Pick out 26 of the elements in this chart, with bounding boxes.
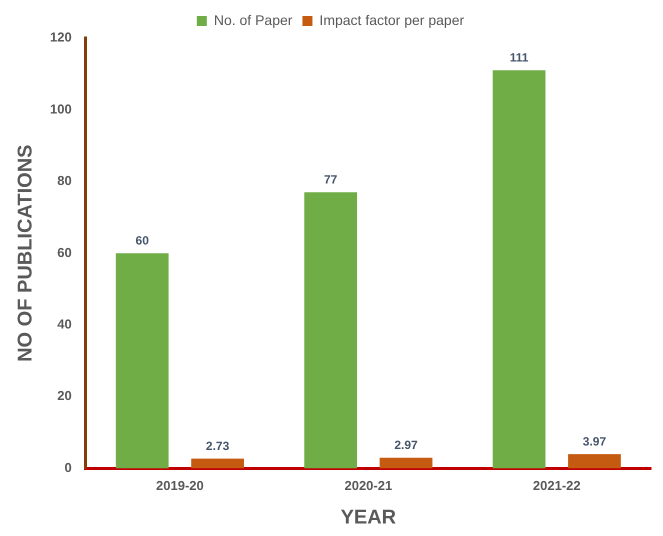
x-tick-label: 2019-20 — [156, 478, 204, 493]
bar — [191, 458, 244, 468]
x-tick-label: 2021-22 — [532, 478, 581, 493]
data-label: 111 — [510, 50, 529, 65]
legend-label: No. of Paper — [214, 12, 293, 28]
y-tick-label: 100 — [50, 101, 72, 116]
data-label: 3.97 — [582, 434, 606, 448]
y-axis-title: NO OF PUBLICATIONS — [14, 144, 37, 362]
bar — [380, 458, 432, 468]
y-tick-label: 120 — [50, 30, 72, 45]
data-label: 77 — [324, 172, 338, 187]
x-tick-label: 2020-21 — [344, 478, 392, 493]
x-axis-title: YEAR — [340, 506, 397, 529]
bar — [116, 253, 169, 468]
legend-label: Impact factor per paper — [319, 12, 465, 28]
bar — [304, 192, 358, 468]
data-label: 2.97 — [394, 438, 418, 452]
y-tick-label: 80 — [57, 173, 72, 188]
data-label: 2.73 — [206, 438, 230, 453]
y-tick-label: 60 — [57, 244, 72, 260]
y-tick-label: 0 — [64, 460, 72, 475]
data-label: 60 — [136, 234, 150, 248]
bar — [568, 454, 621, 468]
bar — [492, 70, 546, 468]
y-tick-label: 40 — [57, 316, 72, 332]
y-tick-label: 20 — [57, 388, 72, 404]
